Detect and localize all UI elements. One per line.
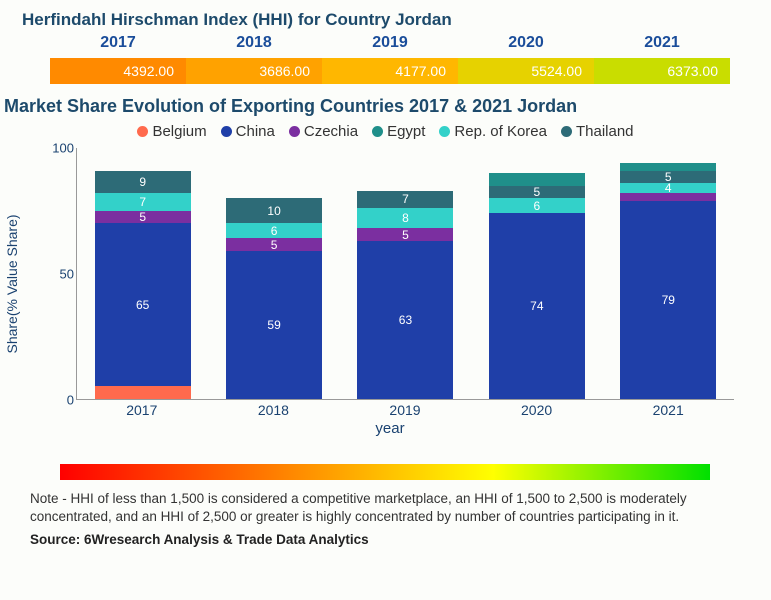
bars-container: 975651065597856356745479: [77, 148, 734, 399]
y-axis-title: Share(% Value Share): [4, 214, 20, 353]
bar-segment: 63: [357, 241, 453, 399]
bar-value-label: 4: [665, 183, 672, 193]
bar-value-label: 5: [534, 186, 541, 199]
bar-segment: 4: [620, 183, 716, 193]
bar-segment: 8: [357, 208, 453, 228]
note-text: Note - HHI of less than 1,500 is conside…: [30, 490, 741, 526]
x-labels: 2017 2018 2019 2020 2021: [76, 402, 734, 418]
bar-segment: [95, 386, 191, 399]
hhi-value: 4177.00: [322, 58, 458, 84]
legend-label: Belgium: [152, 123, 206, 140]
bar-segment: [620, 193, 716, 201]
hhi-value: 4392.00: [50, 58, 186, 84]
bar-value-label: 5: [402, 228, 409, 241]
legend-label: China: [236, 123, 275, 140]
bar-segment: 5: [357, 228, 453, 241]
bar-segment: 7: [357, 191, 453, 209]
legend-item: Czechia: [289, 123, 358, 140]
bar-value-label: 5: [139, 211, 146, 224]
x-tick-label: 2021: [653, 402, 684, 418]
hhi-value: 6373.00: [594, 58, 730, 84]
chart-legend: Belgium China Czechia Egypt Rep. of Korea Tha…: [0, 123, 771, 144]
chart-area: Share(% Value Share) 9756510655978563567…: [30, 144, 750, 424]
y-tick: 50: [50, 267, 74, 282]
legend-dot: [372, 126, 383, 137]
x-tick-label: 2020: [521, 402, 552, 418]
hhi-year: 2018: [186, 34, 322, 58]
legend-item: Egypt: [372, 123, 425, 140]
bar-segment: 5: [226, 238, 322, 251]
bar-value-label: 7: [402, 192, 409, 206]
legend-label: Thailand: [576, 123, 634, 140]
y-tick: 0: [50, 393, 74, 408]
legend-item: Rep. of Korea: [439, 123, 547, 140]
legend-label: Czechia: [304, 123, 358, 140]
x-tick-label: 2019: [389, 402, 420, 418]
x-tick-label: 2017: [126, 402, 157, 418]
bar-segment: [620, 163, 716, 171]
legend-dot: [289, 126, 300, 137]
hhi-year: 2020: [458, 34, 594, 58]
legend-item: Belgium: [137, 123, 206, 140]
legend-dot: [221, 126, 232, 137]
bar-value-label: 8: [402, 211, 409, 225]
bar-column: 56 74: [489, 148, 585, 399]
bar-segment: 5: [620, 171, 716, 184]
bar-value-label: 6: [534, 199, 541, 213]
bar-segment: 5: [489, 186, 585, 199]
bar-segment: 6: [226, 223, 322, 238]
hhi-values-row: 4392.003686.004177.005524.006373.00: [50, 58, 730, 84]
bar-value-label: 6: [271, 224, 278, 238]
bar-value-label: 79: [662, 293, 675, 307]
hhi-year: 2017: [50, 34, 186, 58]
bar-value-label: 10: [267, 204, 280, 218]
hhi-year: 2021: [594, 34, 730, 58]
bar-segment: 59: [226, 251, 322, 399]
hhi-value: 5524.00: [458, 58, 594, 84]
bar-segment: 65: [95, 223, 191, 386]
bar-segment: 9: [95, 171, 191, 194]
hhi-gradient-scale: [60, 464, 710, 480]
source-text: Source: 6Wresearch Analysis & Trade Data…: [30, 532, 741, 547]
legend-dot: [439, 126, 450, 137]
legend-dot: [561, 126, 572, 137]
chart-title: Market Share Evolution of Exporting Coun…: [0, 84, 771, 123]
legend-item: Thailand: [561, 123, 634, 140]
bar-value-label: 59: [267, 318, 280, 332]
legend-label: Rep. of Korea: [454, 123, 547, 140]
bar-value-label: 74: [530, 299, 543, 313]
bar-value-label: 7: [139, 195, 146, 209]
bar-segment: 79: [620, 201, 716, 399]
bar-segment: 5: [95, 211, 191, 224]
hhi-value: 3686.00: [186, 58, 322, 84]
bar-value-label: 5: [271, 238, 278, 251]
hhi-years-row: 20172018201920202021: [50, 34, 730, 58]
bar-value-label: 9: [139, 175, 146, 189]
chart-plot: 975651065597856356745479: [76, 148, 734, 400]
bar-value-label: 5: [665, 171, 672, 184]
hhi-title: Herfindahl Hirschman Index (HHI) for Cou…: [0, 0, 771, 34]
bar-column: 9 7 5 65: [95, 148, 191, 399]
legend-dot: [137, 126, 148, 137]
x-tick-label: 2018: [258, 402, 289, 418]
y-tick: 100: [50, 141, 74, 156]
bar-value-label: 65: [136, 298, 149, 312]
hhi-year: 2019: [322, 34, 458, 58]
legend-item: China: [221, 123, 275, 140]
bar-segment: [489, 173, 585, 186]
bar-segment: 74: [489, 213, 585, 399]
bar-column: 10 65 59: [226, 148, 322, 399]
legend-label: Egypt: [387, 123, 425, 140]
bar-value-label: 63: [399, 313, 412, 327]
bar-column: 54 79: [620, 148, 716, 399]
x-axis-title: year: [30, 420, 750, 437]
bar-segment: 6: [489, 198, 585, 213]
bar-column: 7 8 5 63: [357, 148, 453, 399]
bar-segment: 7: [95, 193, 191, 211]
bar-segment: 10: [226, 198, 322, 223]
